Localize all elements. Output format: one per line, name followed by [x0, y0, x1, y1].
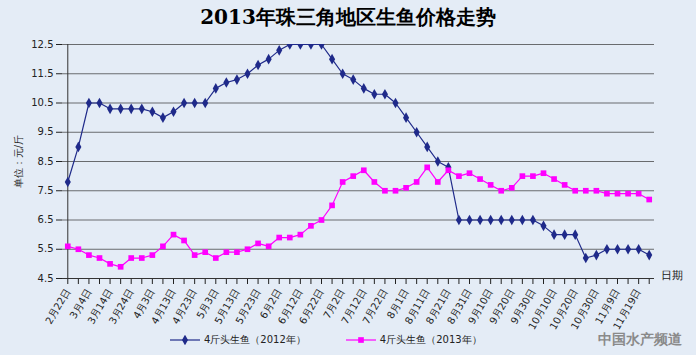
svg-text:3月14日: 3月14日	[85, 286, 115, 326]
svg-text:4月13日: 4月13日	[148, 286, 178, 326]
svg-text:10.5: 10.5	[31, 97, 53, 108]
svg-text:5.5: 5.5	[38, 243, 54, 254]
svg-text:10月20日: 10月20日	[547, 286, 580, 332]
html-text:4斤头生鱼（2012年）: 4斤头生鱼（2012年）	[204, 334, 306, 345]
svg-text:8.5: 8.5	[38, 156, 54, 167]
svg-text:3月4日: 3月4日	[67, 286, 94, 321]
html-text:4斤头生鱼（2013年）: 4斤头生鱼（2013年）	[379, 334, 482, 345]
svg-text:9月20日: 9月20日	[487, 286, 517, 326]
svg-text:6月12日: 6月12日	[275, 286, 305, 326]
svg-text:4月23日: 4月23日	[170, 287, 199, 326]
svg-text:11月19日: 11月19日	[611, 287, 643, 330]
svg-text:3月24日: 3月24日	[107, 287, 136, 326]
svg-text:6.5: 6.5	[38, 214, 54, 225]
svg-text:5月13日: 5月13日	[212, 286, 242, 326]
html-text:2013年珠三角地区生鱼价格走势: 2013年珠三角地区生鱼价格走势	[200, 5, 496, 29]
svg-text:8月11日: 8月11日	[402, 286, 432, 326]
svg-text:8月21日: 8月21日	[423, 286, 453, 326]
svg-text:7月12日: 7月12日	[339, 286, 369, 326]
svg-text:10月30日: 10月30日	[569, 287, 601, 330]
svg-text:4.5: 4.5	[38, 273, 54, 284]
svg-text:11月9日: 11月9日	[592, 286, 622, 326]
svg-text:8月1日: 8月1日	[384, 286, 411, 321]
svg-text:2月22日: 2月22日	[43, 287, 72, 326]
svg-text:7月2日: 7月2日	[321, 286, 348, 321]
svg-text:7月22日: 7月22日	[360, 287, 389, 326]
svg-text:9月30日: 9月30日	[508, 286, 538, 326]
svg-text:11.5: 11.5	[31, 68, 53, 79]
svg-text:8月31日: 8月31日	[444, 286, 474, 326]
svg-text:7.5: 7.5	[38, 185, 54, 196]
svg-text:12.5: 12.5	[31, 39, 53, 50]
html-text:中国水产频道: 中国水产频道	[598, 331, 682, 347]
svg-text:6月2日: 6月2日	[257, 286, 284, 321]
svg-text:单位：元/斤: 单位：元/斤	[13, 135, 24, 188]
svg-text:6月22日: 6月22日	[297, 287, 326, 326]
svg-text:10月10日: 10月10日	[526, 286, 559, 332]
svg-text:5月23日: 5月23日	[234, 287, 263, 326]
svg-text:4月3日: 4月3日	[131, 286, 157, 321]
svg-text:9.5: 9.5	[38, 126, 54, 137]
svg-text:日期: 日期	[661, 269, 683, 282]
svg-text:9月10日: 9月10日	[466, 286, 496, 326]
svg-text:5月3日: 5月3日	[194, 286, 221, 321]
